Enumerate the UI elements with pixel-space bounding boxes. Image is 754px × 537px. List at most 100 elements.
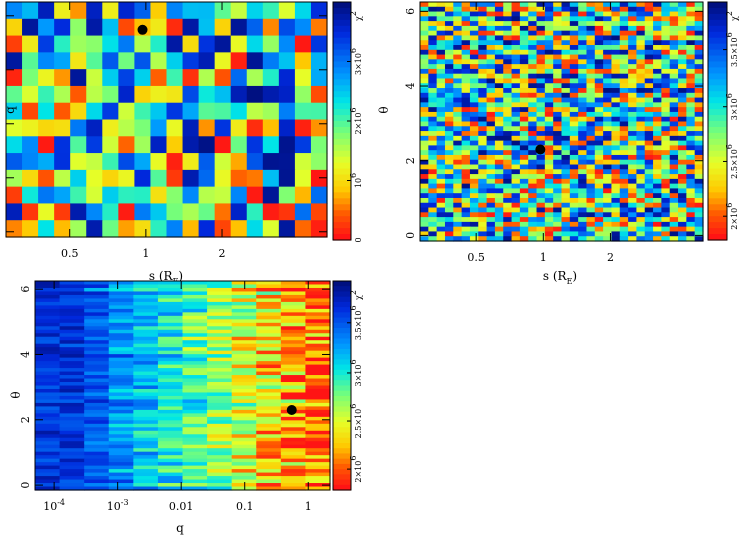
heatmap-cell — [578, 49, 588, 56]
heatmap-cell — [694, 169, 704, 175]
heatmap-cell — [478, 197, 488, 204]
heatmap-cell — [444, 16, 454, 22]
heatmap-cell — [603, 116, 613, 123]
heatmap-cell — [207, 406, 233, 411]
heatmap-cell — [544, 40, 554, 46]
heatmap-cell — [182, 35, 200, 53]
heatmap-cell — [108, 291, 134, 296]
heatmap-cell — [528, 178, 538, 185]
heatmap-cell — [578, 131, 588, 137]
heatmap-cell — [603, 73, 613, 80]
heatmap-cell — [461, 164, 471, 170]
heatmap-cell — [528, 73, 538, 80]
heatmap-cell — [619, 107, 629, 113]
heatmap-cell — [628, 78, 638, 84]
heatmap-cell — [661, 150, 671, 156]
heatmap-cell — [59, 364, 85, 369]
heatmap-cell — [84, 375, 110, 380]
heatmap-cell — [305, 486, 331, 491]
heatmap-cell — [661, 202, 671, 209]
heatmap-cell — [453, 140, 463, 146]
heatmap-cell — [278, 136, 296, 154]
heatmap-cell — [528, 197, 538, 204]
heatmap-cell — [536, 54, 546, 60]
heatmap-cell — [59, 305, 85, 310]
heatmap-cell — [694, 78, 704, 84]
heatmap-cell — [594, 107, 604, 113]
colorbar-swatch — [333, 198, 351, 205]
heatmap-cell — [305, 326, 331, 331]
heatmap-cell — [436, 21, 446, 27]
heatmap-cell — [102, 220, 119, 238]
heatmap-cell — [108, 281, 134, 286]
heatmap-cell — [256, 368, 282, 373]
heatmap-cell — [644, 116, 654, 123]
heatmap-cell — [503, 116, 513, 123]
heatmap-cell — [636, 121, 646, 127]
heatmap-cell — [436, 131, 446, 137]
heatmap-cell — [453, 236, 463, 242]
heatmap-cell — [653, 35, 662, 41]
heatmap-cell — [294, 203, 312, 221]
colorbar-swatch — [708, 31, 727, 39]
heatmap-cell — [669, 35, 679, 41]
heatmap-cell — [486, 178, 496, 185]
colorbar-swatch — [333, 375, 351, 381]
heatmap-cell — [469, 121, 479, 127]
heatmap-cell — [108, 462, 134, 467]
heatmap-cell — [453, 83, 463, 89]
heatmap-cell — [108, 368, 134, 373]
heatmap-cell — [594, 111, 604, 118]
heatmap-cell — [611, 54, 621, 60]
heatmap-cell — [653, 207, 662, 213]
heatmap-cell — [636, 102, 646, 108]
colorbar-swatch — [333, 19, 351, 27]
colorbar-swatch — [708, 156, 727, 164]
heatmap-cell — [182, 102, 200, 121]
heatmap-cell — [38, 18, 55, 37]
heatmap-cell — [544, 107, 554, 113]
heatmap-cell — [150, 136, 168, 154]
heatmap-cell — [59, 430, 85, 435]
colorbar-frame — [332, 280, 352, 491]
heatmap-cell — [519, 11, 529, 17]
heatmap-cell — [84, 465, 110, 470]
heatmap-cell — [553, 121, 563, 127]
heatmap-cell — [59, 458, 85, 463]
heatmap-cell — [578, 207, 588, 213]
heatmap-cell — [644, 126, 654, 132]
heatmap-cell — [503, 11, 513, 17]
heatmap-cell — [231, 340, 257, 345]
heatmap-cell — [644, 16, 654, 22]
colorbar-swatch — [333, 322, 351, 329]
heatmap-cell — [35, 420, 61, 425]
heatmap-cell — [636, 83, 646, 89]
heatmap-cell — [246, 220, 264, 238]
heatmap-cell — [469, 135, 479, 142]
heatmap-cell — [35, 472, 61, 477]
heatmap-cell — [494, 102, 504, 108]
heatmap-cell — [198, 203, 216, 221]
heatmap-cell — [102, 169, 119, 188]
heatmap-cell — [461, 49, 471, 56]
heatmap-cell — [280, 427, 307, 432]
heatmap-cell — [694, 202, 704, 209]
heatmap-cell — [133, 368, 159, 373]
heatmap-cell — [661, 45, 671, 51]
heatmap-cell — [157, 361, 184, 366]
heatmap-cell — [428, 30, 438, 37]
heatmap-cell — [6, 220, 23, 238]
heatmap-cell — [231, 333, 257, 338]
heatmap-cell — [231, 319, 257, 324]
heatmap-cell — [420, 59, 429, 65]
heatmap-cell — [420, 73, 429, 80]
heatmap-cell — [661, 212, 671, 218]
heatmap-cell — [536, 78, 546, 84]
heatmap-cell — [59, 437, 85, 442]
heatmap-cell — [22, 153, 39, 171]
heatmap-cell — [636, 35, 646, 41]
heatmap-cell — [661, 221, 671, 228]
heatmap-cell — [586, 107, 596, 113]
heatmap-cell — [6, 169, 23, 188]
heatmap-cell — [231, 427, 257, 432]
